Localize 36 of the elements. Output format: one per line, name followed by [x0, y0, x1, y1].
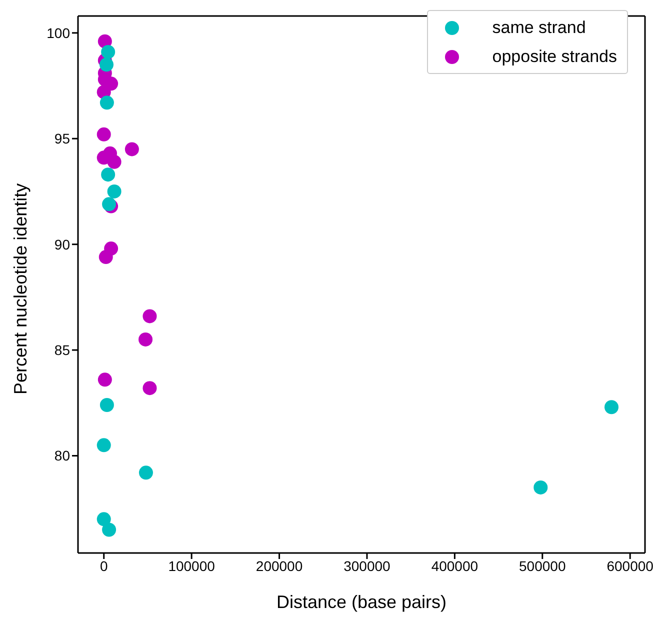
y-tick-label: 80	[54, 448, 70, 464]
point	[604, 400, 618, 414]
point	[534, 480, 548, 494]
point	[107, 184, 122, 198]
point	[100, 96, 114, 110]
point	[138, 466, 153, 480]
y-tick-label: 90	[54, 236, 70, 252]
point	[101, 168, 116, 182]
point	[138, 332, 153, 346]
y-tick-label: 100	[46, 24, 70, 41]
point	[101, 44, 116, 59]
x-tick-label: 600000	[606, 558, 653, 574]
x-tick-label: 200000	[256, 558, 303, 574]
point	[96, 127, 111, 142]
point	[124, 142, 139, 156]
x-tick-label: 400000	[431, 558, 478, 574]
point	[98, 372, 112, 387]
x-axis-title: Distance (base pairs)	[276, 592, 447, 612]
point	[96, 512, 111, 526]
legend-label: opposite strands	[492, 46, 617, 66]
y-axis-title: Percent nucleotide identity	[10, 183, 30, 394]
legend-label: same strand	[492, 18, 586, 38]
point	[142, 381, 157, 396]
x-tick-label: 300000	[344, 558, 391, 574]
point	[142, 309, 157, 324]
x-tick-label: 100000	[168, 558, 216, 574]
point	[107, 154, 122, 169]
point	[102, 522, 116, 537]
x-tick-label: 0	[100, 558, 108, 574]
y-tick-label: 95	[54, 130, 70, 147]
point	[98, 250, 113, 264]
point	[96, 438, 111, 452]
point	[100, 58, 114, 72]
y-tick-label: 85	[54, 342, 70, 358]
point	[100, 398, 114, 412]
x-tick-label: 500000	[519, 558, 566, 574]
